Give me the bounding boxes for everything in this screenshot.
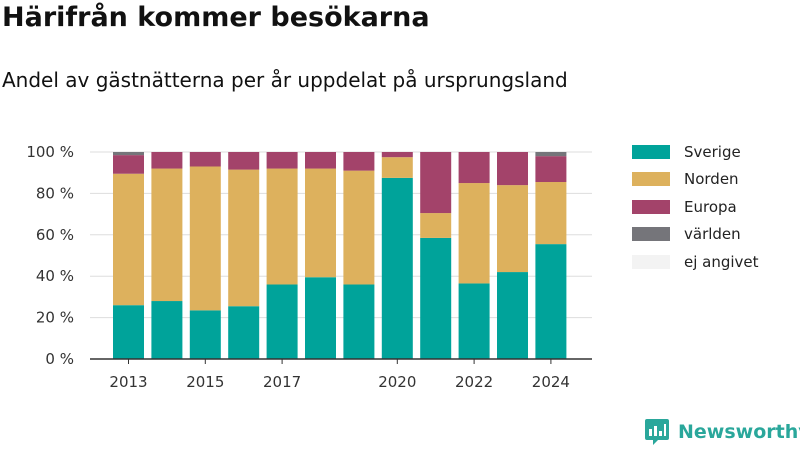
bar-segment [151,301,183,359]
bar-segment [228,169,260,307]
bar-segment [458,152,490,184]
bar-segment [343,152,375,171]
legend-swatch-varlden [632,227,670,242]
bar-segment [113,173,144,306]
chart-title: Härifrån kommer besökarna [2,2,430,33]
bar-segment [535,182,567,245]
x-tick-label: 2024 [532,373,570,391]
bar-segment [266,168,298,285]
bar-segment [458,283,490,359]
x-tick-label: 2017 [263,373,301,391]
bar-segment [305,152,336,169]
y-tick-label: 40 % [36,267,74,285]
bar-segment [497,272,528,359]
bar-segment [535,244,567,359]
legend-label-europa: Europa [684,197,737,216]
legend-swatch-ej-angivet [632,254,670,269]
bar-segment [420,237,452,359]
bar-segment [343,170,375,285]
legend-swatch-sverige [632,144,670,159]
bar-segment [305,277,336,359]
bar-segment [189,310,221,359]
bar-segment [113,155,144,174]
x-tick-label: 2020 [378,373,416,391]
bar-segment [535,152,567,157]
legend-item-europa: Europa [632,193,797,221]
bar-segment [266,152,298,169]
bar-segment [343,284,375,359]
y-tick-label: 100 % [26,143,74,161]
legend-label-norden: Norden [684,170,739,189]
bar-segment [305,168,336,278]
bar-segment [381,157,413,178]
legend-label-sverige: Sverige [684,142,741,161]
y-tick-label: 60 % [36,226,74,244]
bar-segment [151,168,183,302]
bar-segment [381,152,413,158]
legend-item-norden: Norden [632,166,797,194]
legend-item-sverige: Sverige [632,138,797,166]
bar-segment [497,152,528,186]
bar-segment [113,152,144,156]
bar-segment [535,156,567,183]
x-tick-label: 2013 [109,373,147,391]
legend-item-varlden: världen [632,221,797,249]
bar-segment [458,183,490,284]
bar-segment [228,152,260,170]
y-tick-label: 20 % [36,309,74,327]
legend-label-ej-angivet: ej angivet [684,252,759,271]
legend-item-ej-angivet: ej angivet [632,248,797,276]
bar-segment [266,284,298,359]
legend-label-varlden: världen [684,225,741,244]
bar-segment [420,213,452,238]
chart-legend: Sverige Norden Europa världen ej angivet [632,138,797,276]
bar-segment [228,306,260,359]
chart-subtitle: Andel av gästnätterna per år uppdelat på… [2,68,568,92]
x-tick-label: 2022 [455,373,493,391]
bar-segment [381,177,413,359]
y-tick-label: 80 % [36,184,74,202]
bar-segment [420,152,452,214]
legend-swatch-norden [632,172,670,187]
bar-segment [113,305,144,359]
y-tick-label: 0 % [45,350,74,368]
bar-segment [189,152,221,167]
bar-segment [497,185,528,273]
legend-swatch-europa [632,199,670,214]
bar-segment [151,152,183,169]
newsworthy-logo-icon [645,419,669,445]
brand-name: Newsworthy [678,421,800,443]
x-tick-label: 2015 [186,373,224,391]
brand-logo: Newsworthy [644,418,800,446]
bar-segment [189,166,221,311]
